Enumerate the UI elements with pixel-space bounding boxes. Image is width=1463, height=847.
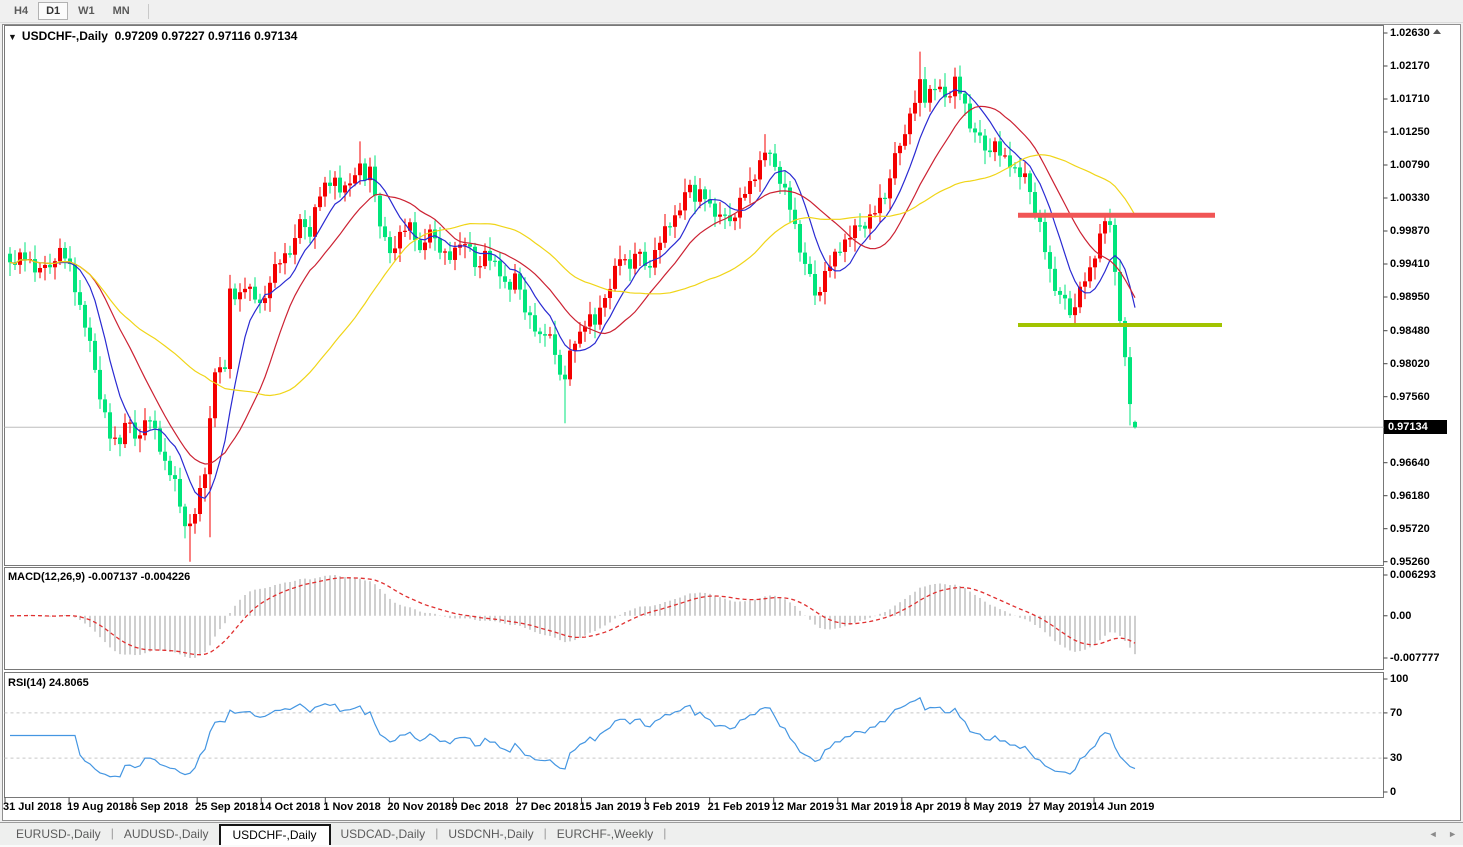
rsi-line — [10, 696, 1136, 778]
price-tick-label: 0.99410 — [1390, 257, 1430, 270]
candles-group — [8, 51, 1137, 562]
price-tick-label: 0.99870 — [1390, 224, 1430, 237]
price-tick-label: 1.01710 — [1390, 92, 1430, 105]
price-tick-label: 1.02630 — [1390, 27, 1430, 39]
current-price-label: 0.97134 — [1384, 420, 1447, 434]
ma-mid-red — [9, 105, 1136, 465]
price-tick-label: 0.95720 — [1390, 522, 1430, 535]
macd-scale-label: -0.007777 — [1390, 652, 1440, 664]
price-tick-label: 0.98480 — [1390, 324, 1430, 337]
date-label: 31 Jul 2018 — [3, 801, 62, 813]
tab-audusd-daily[interactable]: AUDUSD-,Daily — [123, 827, 209, 841]
date-label: 27 May 2019 — [1027, 801, 1093, 813]
chart-tabs-bar: EURUSD-,Daily | AUDUSD-,Daily USDCHF-,Daily… — [0, 822, 1463, 845]
tab-eurusd-daily[interactable]: EURUSD-,Daily — [16, 827, 101, 841]
tab-usdchf-daily[interactable]: USDCHF-,Daily — [218, 824, 331, 845]
date-label: 27 Dec 2018 — [515, 801, 579, 813]
chart-shift-marker-icon — [1433, 29, 1441, 34]
rsi-scale-label: 0 — [1390, 786, 1397, 798]
price-tick-label: 1.00330 — [1390, 191, 1430, 204]
date-label: 31 Mar 2019 — [835, 801, 899, 813]
timeframe-button-h4[interactable]: H4 — [14, 5, 29, 17]
tab-separator: | — [663, 826, 667, 840]
tab-scroll-right-icon[interactable]: ► — [1448, 829, 1457, 839]
date-label: 15 Jan 2019 — [579, 801, 642, 813]
macd-histogram — [14, 575, 1136, 658]
macd-panel-frame — [4, 567, 1384, 670]
timeframe-button-mn[interactable]: MN — [112, 5, 130, 17]
date-label: 19 Aug 2018 — [67, 801, 131, 813]
timeframe-toolbar: H4 D1 W1 MN — [0, 0, 1463, 23]
toolbar-separator — [147, 3, 149, 19]
window-bottom-strip — [0, 845, 1463, 847]
price-tick-label: 0.96640 — [1390, 456, 1430, 469]
price-tick-label: 1.00790 — [1390, 158, 1430, 171]
rsi-scale-label: 100 — [1390, 673, 1409, 685]
ma-slow-yellow — [9, 154, 1136, 397]
tab-usdcad-daily[interactable]: USDCAD-,Daily — [340, 827, 426, 841]
chevron-down-icon[interactable]: ▼ — [8, 32, 17, 42]
date-label: 25 Sep 2018 — [195, 801, 259, 813]
timeframe-button-d1[interactable]: D1 — [38, 2, 69, 20]
macd-indicator-label: MACD(12,26,9) -0.007137 -0.004226 — [8, 571, 191, 583]
price-tick-label: 0.98020 — [1390, 357, 1430, 370]
price-tick-label: 1.01250 — [1390, 125, 1430, 138]
tab-scroll-arrows: ◄ ► — [1421, 829, 1457, 839]
rsi-scale-label: 70 — [1390, 706, 1403, 719]
date-label: 3 Feb 2019 — [643, 801, 700, 813]
chart-window-background — [2, 24, 1461, 821]
price-tick-label: 1.02170 — [1390, 59, 1430, 72]
chart-title-symbol: USDCHF-,Daily — [21, 29, 108, 43]
date-label: 9 Dec 2018 — [451, 801, 509, 813]
date-label: 12 Mar 2019 — [771, 801, 835, 813]
tab-usdcnh-daily[interactable]: USDCNH-,Daily — [448, 827, 534, 841]
price-tick-label: 0.97560 — [1390, 390, 1430, 403]
date-label: 14 Jun 2019 — [1092, 801, 1155, 813]
rsi-panel-frame — [4, 672, 1384, 798]
rsi-scale-label: 30 — [1390, 752, 1403, 765]
date-label: 14 Oct 2018 — [259, 801, 321, 813]
price-tick-label: 0.95260 — [1390, 555, 1430, 568]
price-tick-label: 0.98950 — [1390, 290, 1430, 303]
timeframe-button-w1[interactable]: W1 — [78, 5, 95, 17]
date-label: 8 May 2019 — [963, 801, 1022, 813]
rsi-indicator-label: RSI(14) 24.8065 — [8, 677, 89, 689]
date-label: 18 Apr 2019 — [899, 801, 962, 813]
date-label: 21 Feb 2019 — [707, 801, 771, 813]
date-label: 1 Nov 2018 — [323, 801, 381, 813]
tab-eurchf-weekly[interactable]: EURCHF-,Weekly — [556, 827, 654, 841]
macd-scale-label: 0.00 — [1390, 609, 1412, 622]
price-tick-label: 0.96180 — [1390, 489, 1430, 502]
chart-title: ▼ USDCHF-,Daily 0.97209 0.97227 0.97116 0… — [8, 29, 297, 43]
chart-title-ohlc: 0.97209 0.97227 0.97116 0.97134 — [114, 29, 298, 43]
main-panel-frame — [4, 25, 1384, 566]
tab-separator: | — [110, 826, 114, 840]
ma-fast-blue — [9, 88, 1136, 500]
date-label: 6 Sep 2018 — [131, 801, 188, 813]
tab-separator: | — [543, 826, 547, 840]
macd-signal-line — [10, 577, 1136, 656]
tab-separator: | — [435, 826, 439, 840]
macd-scale-label: 0.006293 — [1390, 569, 1436, 581]
chart-canvas[interactable] — [0, 0, 1463, 822]
tab-scroll-left-icon[interactable]: ◄ — [1428, 829, 1438, 839]
date-label: 20 Nov 2018 — [387, 801, 451, 813]
